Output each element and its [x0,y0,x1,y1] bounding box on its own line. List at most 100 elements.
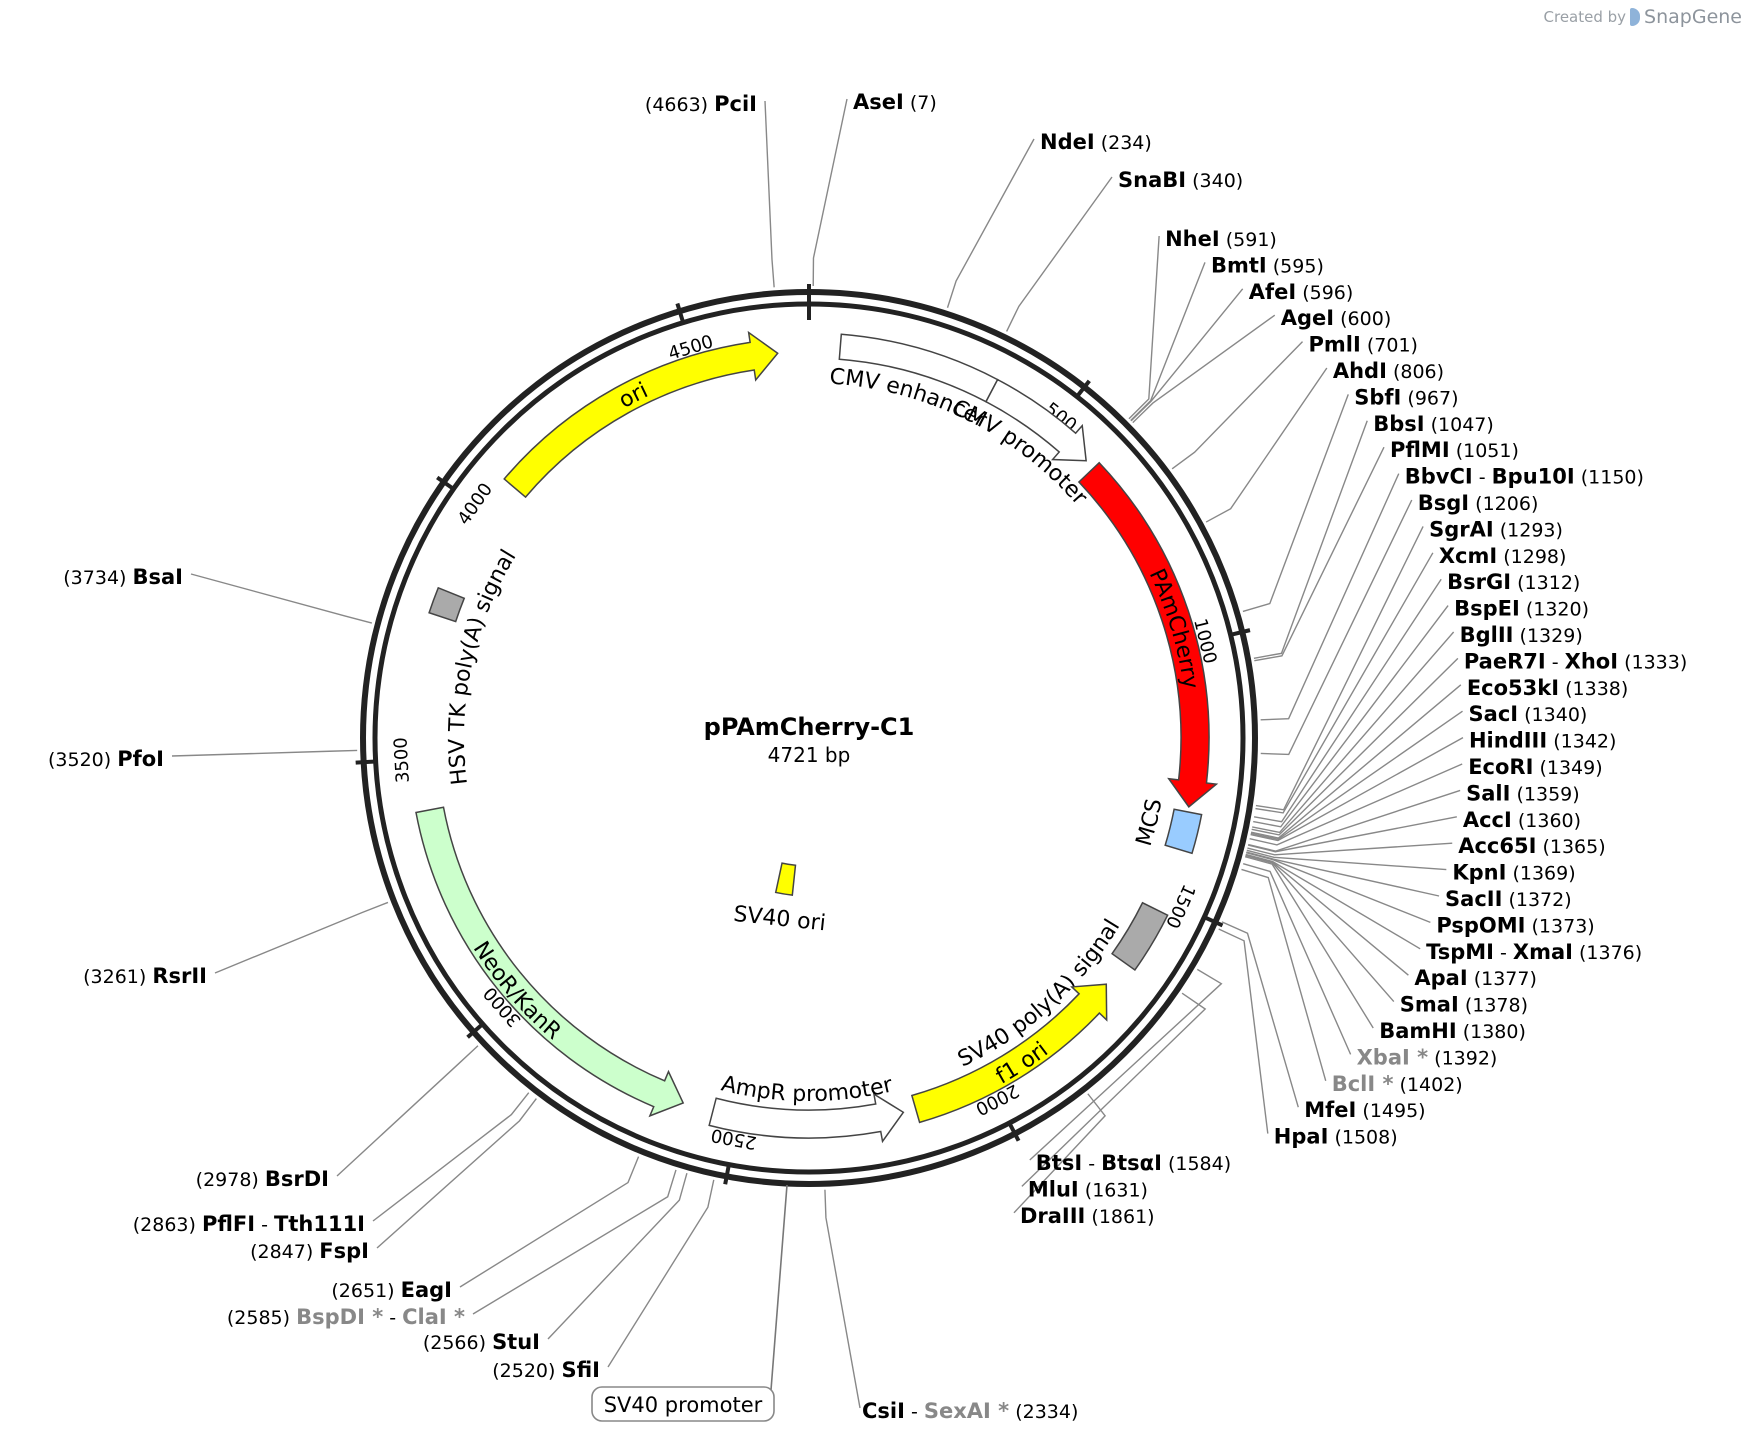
tick-mark [675,302,686,326]
feature-shape [708,1092,905,1144]
site-position: (2978) [196,1169,259,1191]
separator: - [255,1214,274,1236]
site-bsgi: BsgI (1206) [1418,491,1539,515]
enzyme-name: ApaI [1414,966,1467,990]
site-label: PmlI (701) [1309,333,1418,357]
site-acci: AccI (1360) [1463,808,1581,832]
enzyme-name: BsrGI [1447,570,1511,594]
enzyme-name: AgeI [1281,306,1334,330]
site-position: (1365) [1542,836,1605,858]
enzyme-name: XhoI [1565,649,1618,673]
feature-label-text: MCS [1132,797,1168,849]
site-ahdi: AhdI (806) [1333,359,1444,383]
site-label: HindIII (1342) [1469,729,1616,753]
site-leader [1249,763,1463,846]
enzyme-name: PciI [714,92,757,116]
site-pspomi: PspOMI (1373) [1436,913,1594,937]
site-label: SnaBI (340) [1118,168,1243,192]
site-label: AhdI (806) [1333,359,1444,383]
site-leader [1250,684,1462,839]
site-label: AccI (1360) [1463,808,1581,832]
sv40-promoter-callout: SV40 promoter [591,1184,788,1422]
site-rsrii: (3261) RsrII [83,964,207,988]
site-leader [1251,657,1459,836]
site-label: MluI (1631) [1028,1177,1148,1201]
tick-mark [1228,628,1251,638]
site-leader [812,98,848,287]
site-afei: AfeI (596) [1249,280,1354,304]
enzyme-name: AseI [853,90,904,114]
site-label: Acc65I (1365) [1458,834,1605,858]
site-position: (1380) [1463,1021,1526,1043]
feature-shape [774,862,797,896]
site-position: (1047) [1431,413,1494,435]
tick-label: 3500 [390,737,413,784]
site-leader [1253,578,1442,823]
callout-label: SV40 promoter [604,1393,763,1417]
enzyme-name: HpaI [1274,1125,1329,1149]
enzyme-name: DraIII [1020,1204,1085,1228]
enzyme-name: BspDI * [296,1305,383,1329]
site-label: NheI (591) [1165,227,1277,251]
plasmid-length: 4721 bp [768,743,851,767]
site-position: (2585) [227,1307,290,1329]
separator: - [1082,1153,1101,1175]
site-hindiii: HindIII (1342) [1469,729,1616,753]
enzyme-name: BbvCI [1405,465,1473,489]
site-position: (1377) [1474,968,1537,990]
site-position: (1298) [1503,545,1566,567]
site-leader [1246,852,1431,924]
enzyme-name: AccI [1463,808,1512,832]
separator: - [905,1401,924,1423]
separator: - [1494,941,1513,963]
site-position: (1338) [1565,677,1628,699]
callout-box [591,1386,775,1422]
site-mlui: MluI (1631) [1028,1177,1148,1201]
site-label: (2585) BspDI * - ClaI * [227,1305,465,1329]
site-leader [1221,921,1299,1108]
site-label: BglII (1329) [1460,623,1583,647]
enzyme-name: BspEI [1454,597,1520,621]
site-leader [336,1045,479,1177]
site-bamhi: BamHI (1380) [1379,1019,1526,1043]
site-label: (2978) BsrDI [196,1167,329,1191]
site-sacii: SacII (1372) [1445,887,1572,911]
separator: - [1473,466,1492,488]
enzyme-name: BsgI [1418,491,1469,515]
site-label: BclI * (1402) [1332,1072,1463,1096]
site-eagi: (2651) EagI [331,1278,452,1302]
site-leader [1244,856,1374,1029]
site-leader [372,1092,530,1222]
enzyme-name: TspMI [1426,940,1494,964]
feature-shape [1111,901,1169,971]
site-kpni: KpnI (1369) [1452,861,1575,885]
enzyme-name: SalI [1466,781,1510,805]
enzyme-name: PmlI [1309,333,1361,357]
site-position: (595) [1273,255,1324,277]
site-label: HpaI (1508) [1274,1125,1398,1149]
feature-label: MCS [1132,797,1168,849]
separator: - [1546,651,1565,673]
site-ndei: NdeI (234) [1040,130,1152,154]
site-leader [1132,314,1276,424]
enzyme-name: BmtI [1211,253,1267,277]
site-position: (3261) [83,966,146,988]
site-label: BamHI (1380) [1379,1019,1526,1043]
site-label: (2520) SfiI [492,1358,600,1382]
site-label: SacII (1372) [1445,887,1572,911]
site-position: (967) [1407,387,1458,409]
site-leader [1246,851,1440,897]
enzyme-name: SnaBI [1118,168,1186,192]
feature-shape [1077,461,1219,808]
site-leader [764,100,775,288]
site-label: AseI (7) [853,90,937,114]
site-saci: SacI (1340) [1469,702,1588,726]
site-position: (234) [1101,132,1152,154]
site-label: KpnI (1369) [1452,861,1575,885]
enzyme-name: HindIII [1469,729,1547,753]
tick-label: 1500 [1161,881,1199,931]
site-nhei: NheI (591) [1165,227,1277,251]
site-position: (2334) [1015,1401,1078,1423]
tick-mark [355,759,378,765]
site-position: (4663) [645,94,708,116]
